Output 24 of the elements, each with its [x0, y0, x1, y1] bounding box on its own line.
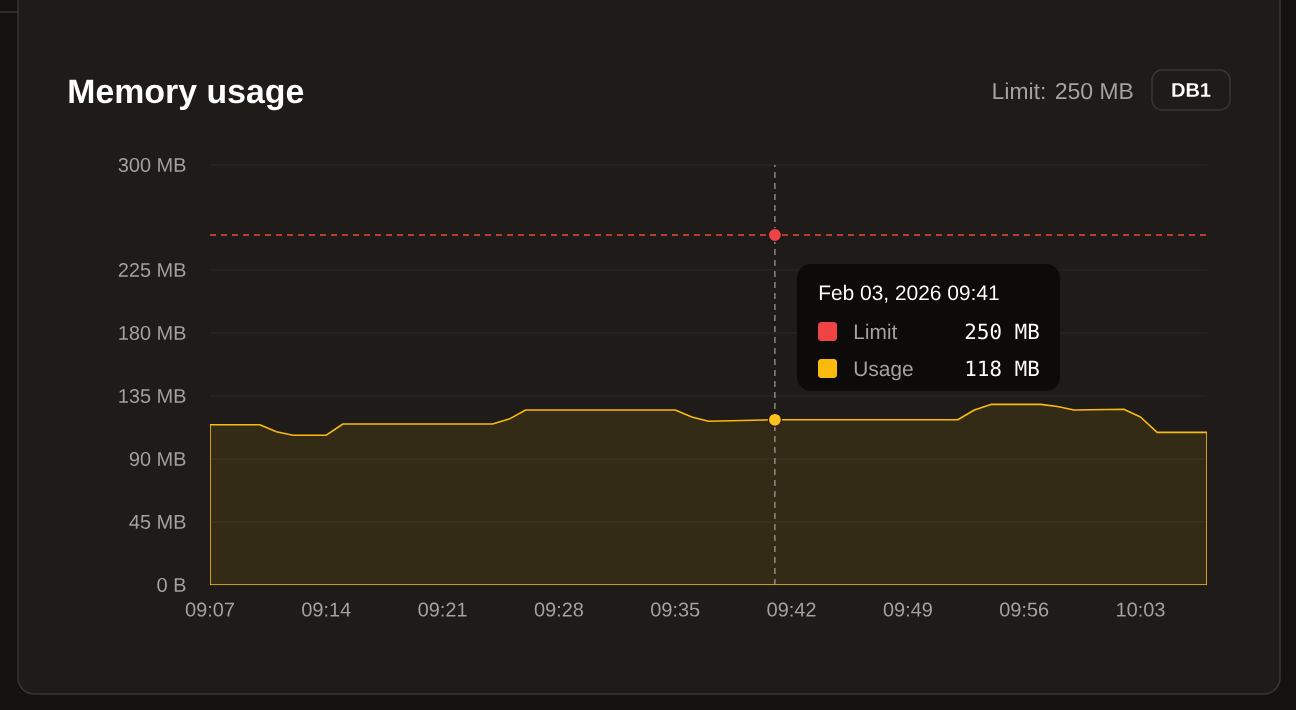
- y-tick-label: 300 MB: [118, 157, 186, 173]
- y-tick-label: 135 MB: [119, 388, 186, 404]
- text: DB1: [1172, 83, 1211, 97]
- y-tick-label: 225 MB: [118, 262, 186, 278]
- legend-label: Usage: [854, 361, 913, 381]
- text: Limit: 250 MB: [993, 82, 1133, 100]
- x-tick-label: 09:21: [418, 602, 467, 617]
- y-tick-label: 0 B: [157, 577, 186, 593]
- chart-title: Memory usage: [69, 79, 304, 111]
- x-tick-label: 09:14: [302, 602, 351, 617]
- x-tick-label: 09:28: [534, 602, 584, 617]
- legend-label: Limit: [854, 323, 898, 340]
- y-tick-label: 180 MB: [119, 325, 186, 341]
- x-tick-label: 09:35: [651, 602, 700, 617]
- y-tick-label: 90 MB: [129, 451, 186, 467]
- y-tick-label: 45 MB: [129, 515, 186, 529]
- x-tick-label: 09:42: [767, 602, 816, 617]
- x-tick-label: 09:07: [185, 602, 234, 617]
- annotation: Feb 03, 2026 09:41: [819, 284, 999, 303]
- annotation: 118 MB: [966, 360, 1039, 377]
- x-tick-label: 09:49: [883, 602, 932, 617]
- x-tick-label: 09:56: [1000, 602, 1049, 617]
- x-tick-label: 10:03: [1117, 602, 1165, 617]
- annotation: 250 MB: [965, 323, 1039, 340]
